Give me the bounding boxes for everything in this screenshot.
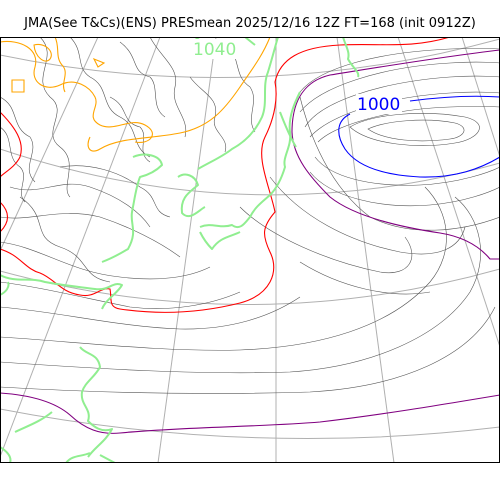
graticule-meridians bbox=[0, 37, 500, 463]
weather-map: 1040 1000 bbox=[0, 37, 500, 463]
map-border bbox=[0, 37, 500, 463]
isobar-1000-blue bbox=[338, 95, 500, 178]
isobar-1040-orange bbox=[0, 37, 271, 152]
isobar-labels: 1040 1000 bbox=[192, 39, 402, 115]
map-title: JMA(See T&Cs)(ENS) PRESmean 2025/12/16 1… bbox=[24, 16, 476, 31]
label-1040: 1040 bbox=[193, 40, 236, 60]
isobar-1020-purple bbox=[0, 49, 500, 434]
label-1000: 1000 bbox=[357, 95, 400, 115]
isobars-thin-west bbox=[0, 37, 301, 330]
isobar-1030-red bbox=[0, 37, 451, 313]
graticule-parallels bbox=[0, 38, 500, 440]
isobars-thin-low bbox=[299, 48, 500, 231]
isobars-thin-south bbox=[0, 176, 496, 394]
